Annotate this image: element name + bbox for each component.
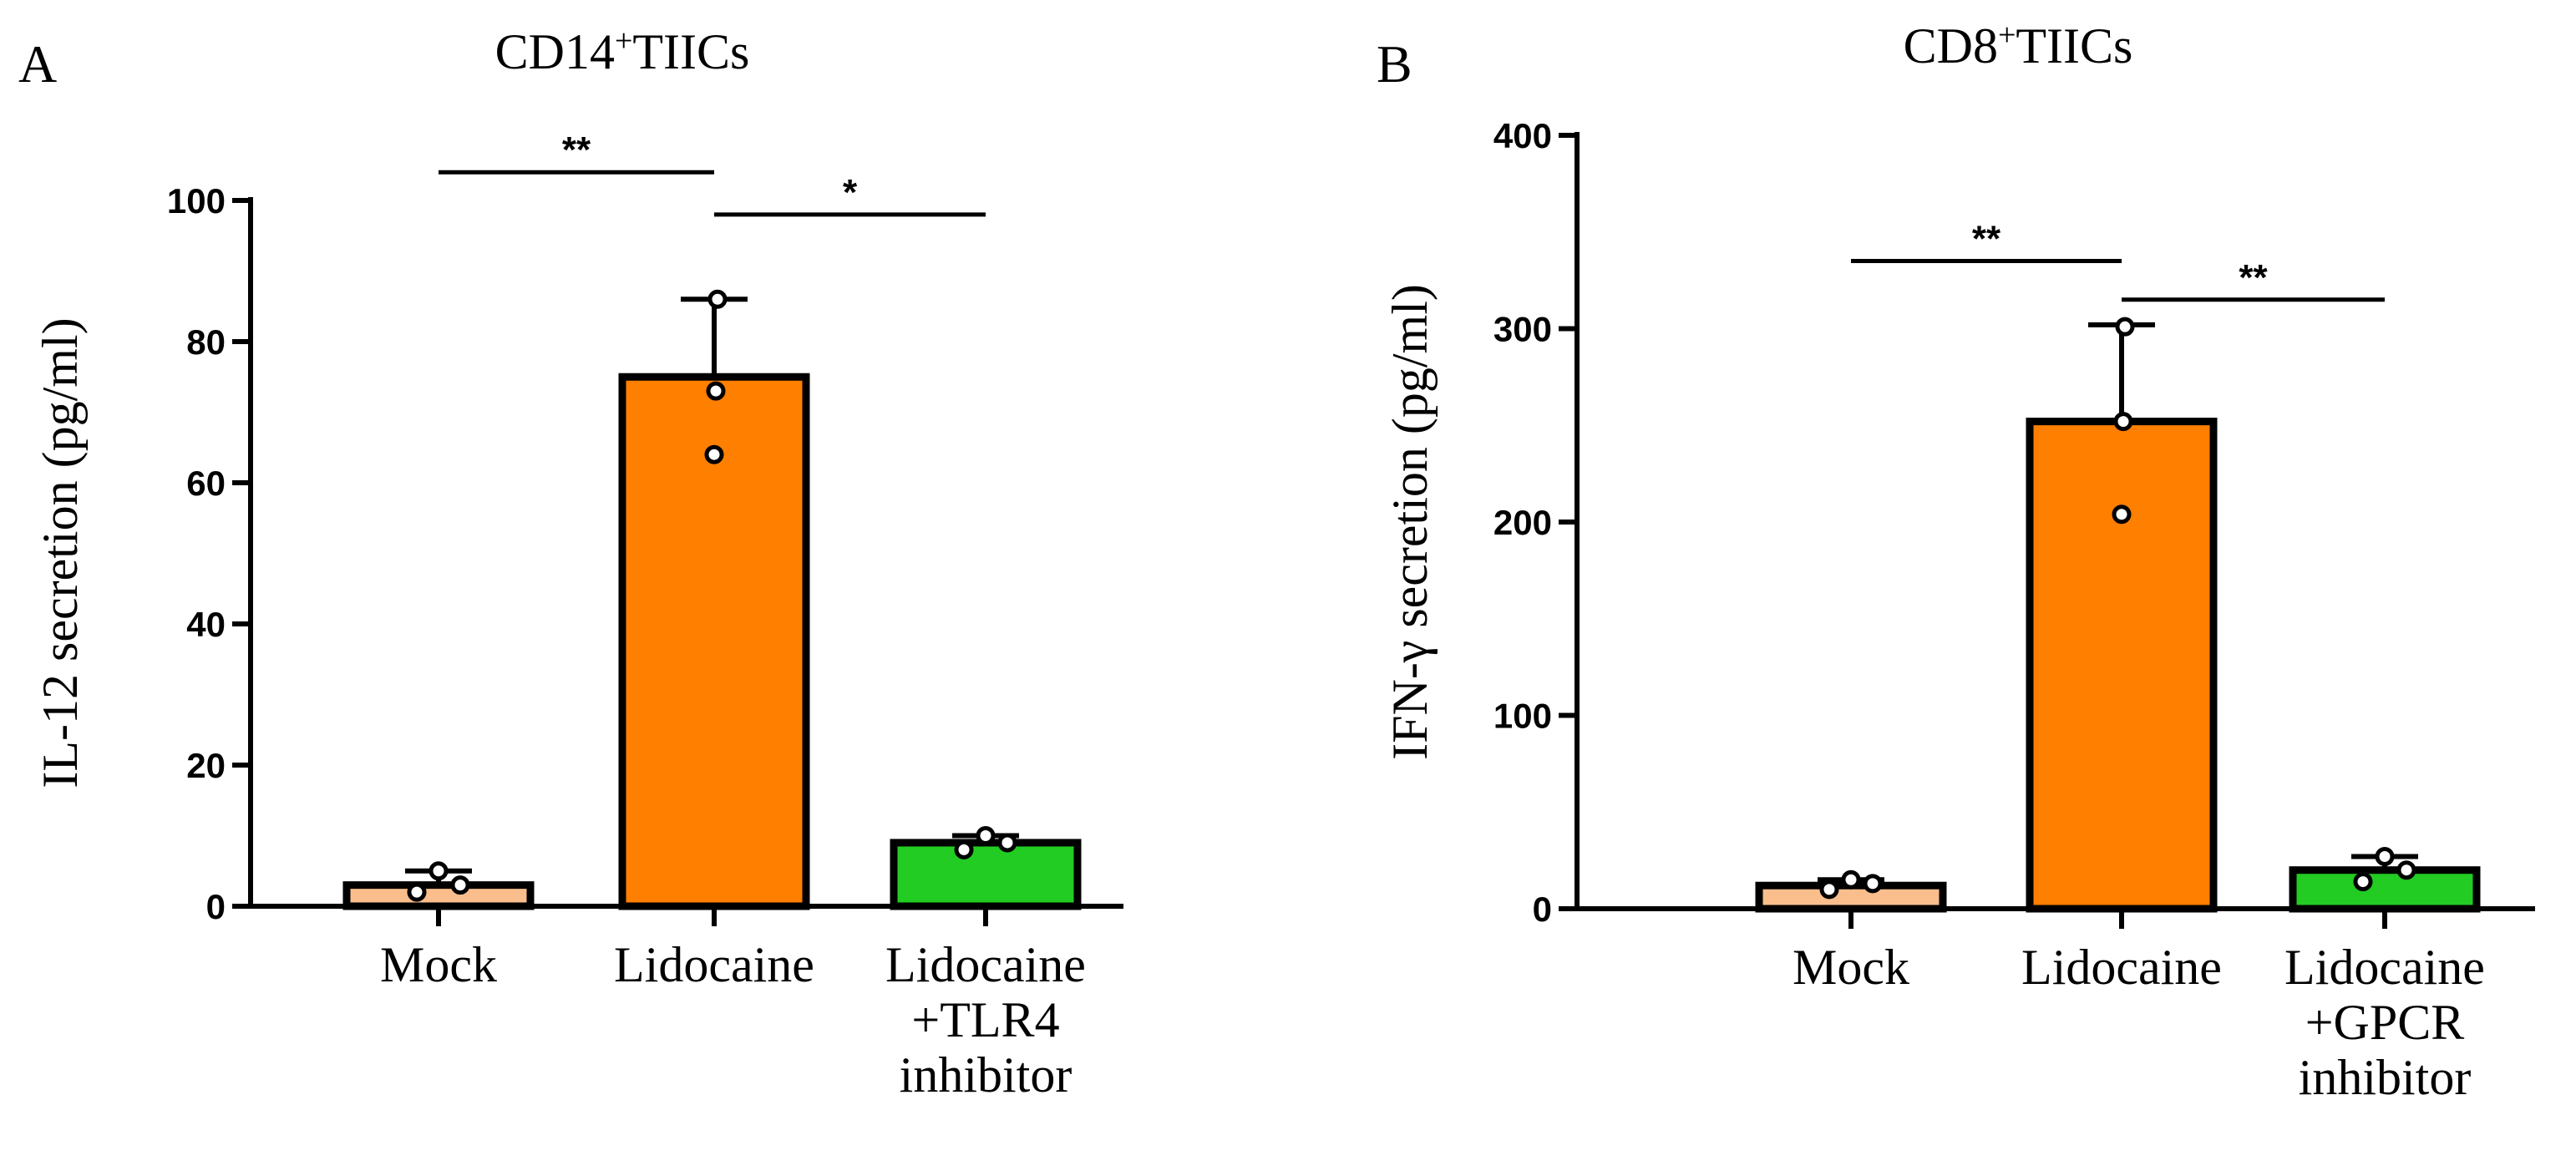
data-point: [428, 861, 449, 881]
y-tick-label: 60: [186, 464, 226, 503]
data-point: [2112, 504, 2132, 525]
y-tick-label: 0: [1533, 890, 1552, 929]
x-category-label-line: inhibitor: [900, 1047, 1072, 1103]
chart-title-superscript: +: [1998, 18, 2016, 53]
data-point: [704, 444, 724, 464]
x-category-label: Lidocaine: [2021, 940, 2222, 995]
significance-label: **: [562, 129, 591, 170]
bar: [2289, 866, 2481, 913]
data-point: [706, 381, 726, 401]
x-category-label: Lidocaine +GPCR inhibitor: [2284, 940, 2485, 1105]
x-category-label-line: Lidocaine: [2021, 940, 2222, 995]
significance-label: **: [2239, 257, 2268, 298]
y-tick-label: 400: [1493, 116, 1552, 155]
x-category-label-line: +GPCR: [2305, 995, 2465, 1050]
y-tick-label: 300: [1493, 310, 1552, 349]
x-category-label-line: Lidocaine: [614, 937, 814, 992]
bar: [342, 881, 535, 910]
data-point: [450, 875, 470, 895]
bar: [1755, 881, 1947, 913]
x-category-label: Mock: [380, 937, 497, 992]
data-point: [2353, 872, 2373, 892]
x-category-label-line: +TLR4: [911, 992, 1059, 1047]
chart-title-superscript: +: [615, 23, 632, 58]
data-point: [407, 882, 427, 902]
data-point: [707, 289, 728, 309]
data-point: [2115, 317, 2135, 337]
data-point: [2375, 846, 2395, 866]
data-point: [1819, 880, 1839, 900]
chart-title-rest: TIICs: [632, 24, 749, 79]
data-point: [954, 839, 974, 859]
y-axis-label: IL-12 secretion (pg/ml): [33, 317, 88, 788]
panel-letter-b: B: [1377, 34, 1412, 94]
bar: [890, 839, 1082, 910]
chart-title: CD14+TIICs: [495, 23, 750, 79]
chart-title: CD8+TIICs: [1904, 18, 2133, 74]
y-tick-label: 0: [206, 887, 226, 926]
y-axis-label: IFN-γ secretion (pg/ml): [1382, 284, 1438, 760]
x-category-label: Lidocaine +TLR4 inhibitor: [885, 937, 1086, 1103]
y-tick-label: 20: [186, 746, 226, 785]
data-point: [1863, 874, 1883, 894]
data-point: [997, 833, 1017, 853]
x-category-label-line: Mock: [380, 937, 497, 992]
panel-a: A CD14+TIICs IL-12 secretion (pg/ml) 0 20 40…: [18, 23, 1123, 1103]
x-category-label-line: Mock: [1793, 940, 1909, 995]
chart-title-rest: TIICs: [2016, 18, 2132, 74]
data-point: [1841, 869, 1861, 890]
chart-title-main: CD8: [1904, 18, 1998, 74]
y-tick-label: 100: [1493, 697, 1552, 736]
bar: [618, 373, 810, 910]
bar: [2026, 418, 2218, 913]
x-category-label: Lidocaine: [614, 937, 814, 992]
data-point: [976, 826, 996, 845]
panel-b: B CD8+TIICs IFN-γ secretion (pg/ml) 0 100 20…: [1377, 18, 2535, 1105]
data-point: [2396, 860, 2416, 880]
data-point: [2113, 412, 2133, 432]
y-tick-label: 40: [186, 605, 226, 644]
y-tick-label: 80: [186, 322, 226, 362]
x-category-label-line: inhibitor: [2299, 1050, 2472, 1105]
significance-label: **: [1972, 218, 2001, 259]
x-category-label-line: Lidocaine: [2284, 940, 2485, 995]
panel-letter-a: A: [18, 34, 57, 94]
y-tick-label: 200: [1493, 503, 1552, 542]
y-tick-label: 100: [167, 181, 226, 221]
x-category-label: Mock: [1793, 940, 1909, 995]
chart-title-main: CD14: [495, 24, 615, 79]
significance-label: *: [843, 172, 858, 213]
x-category-label-line: Lidocaine: [885, 937, 1086, 992]
